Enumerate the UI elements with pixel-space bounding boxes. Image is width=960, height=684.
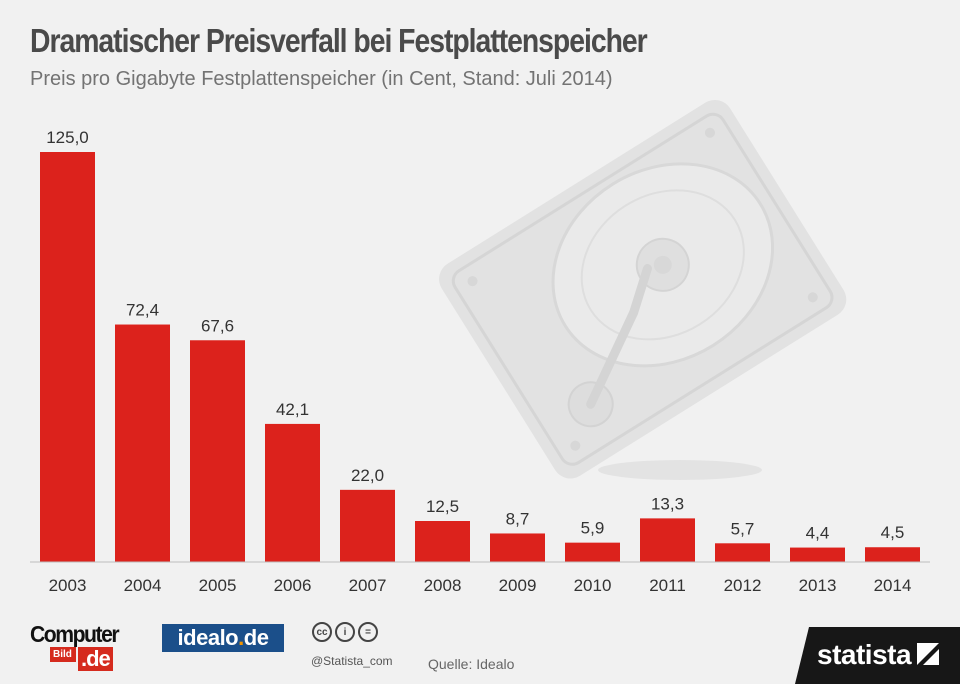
bar-2011 [640,518,695,562]
chart-subtitle: Preis pro Gigabyte Festplattenspeicher (… [30,68,613,90]
computerbild-logo-text: Computer [30,621,120,647]
value-label-2012: 5,7 [731,519,755,538]
tick-label-2009: 2009 [499,576,537,595]
tick-label-2007: 2007 [349,576,387,595]
chart-title: Dramatischer Preisverfall bei Festplatte… [30,22,648,59]
tick-label-2013: 2013 [799,576,837,595]
computerbild-logo: Computer Bild .de [30,622,138,674]
tick-label-2003: 2003 [49,576,87,595]
bar-2014 [865,547,920,562]
tick-label-2006: 2006 [274,576,312,595]
bar-2007 [340,489,395,562]
value-label-2009: 8,7 [506,509,530,528]
hard-drive-illustration [439,99,847,480]
value-labels: 125,0 72,4 67,6 42,1 22,0 12,5 8,7 5,9 13,3 5,7 4,… [46,128,904,543]
statista-handle: @Statista_com [311,654,393,668]
bar-2005 [190,340,245,562]
bar-series [40,152,920,562]
value-label-2010: 5,9 [581,519,605,538]
bar-2012 [715,543,770,562]
no-derivatives-icon: = [358,622,378,642]
value-label-2014: 4,5 [881,523,905,542]
source-note: Quelle: Idealo [428,656,515,672]
value-label-2013: 4,4 [806,524,830,543]
tick-label-2011: 2011 [649,576,686,595]
idealo-logo-dot: . [238,625,244,650]
statista-logo: statista [795,627,960,684]
bar-2004 [115,324,170,562]
attribution-icon: i [335,622,355,642]
tick-label-2012: 2012 [724,576,762,595]
bar-2003 [40,152,95,562]
cc-icon: cc [312,622,332,642]
tick-label-2010: 2010 [574,576,612,595]
value-label-2003: 125,0 [46,128,89,147]
idealo-logo-name: idealo [177,625,239,650]
bar-2013 [790,547,845,562]
tick-label-2008: 2008 [424,576,462,595]
tick-label-2014: 2014 [874,576,912,595]
bar-2009 [490,533,545,562]
value-label-2008: 12,5 [426,497,459,516]
bar-2010 [565,542,620,562]
creative-commons-icons: cc i = [312,622,378,642]
computerbild-logo-de: .de [78,647,113,671]
tick-label-2004: 2004 [124,576,162,595]
value-label-2006: 42,1 [276,400,309,419]
idealo-logo: idealo.de [162,624,284,652]
bar-2006 [265,423,320,562]
value-label-2005: 67,6 [201,316,234,335]
statista-logo-icon [917,643,939,665]
value-label-2004: 72,4 [126,301,159,320]
value-label-2007: 22,0 [351,466,384,485]
x-axis-tick-labels: 2003 2004 2005 2006 2007 2008 2009 2010 2011 2012… [49,576,912,595]
idealo-logo-tld: de [243,625,269,650]
tick-label-2005: 2005 [199,576,237,595]
statista-logo-text: statista [817,639,912,670]
computerbild-logo-bild: Bild [50,647,76,662]
bar-2008 [415,521,470,562]
value-label-2011: 13,3 [651,494,684,513]
bar-chart: 125,0 72,4 67,6 42,1 22,0 12,5 8,7 5,9 13,3 5,7 4,… [30,99,930,595]
